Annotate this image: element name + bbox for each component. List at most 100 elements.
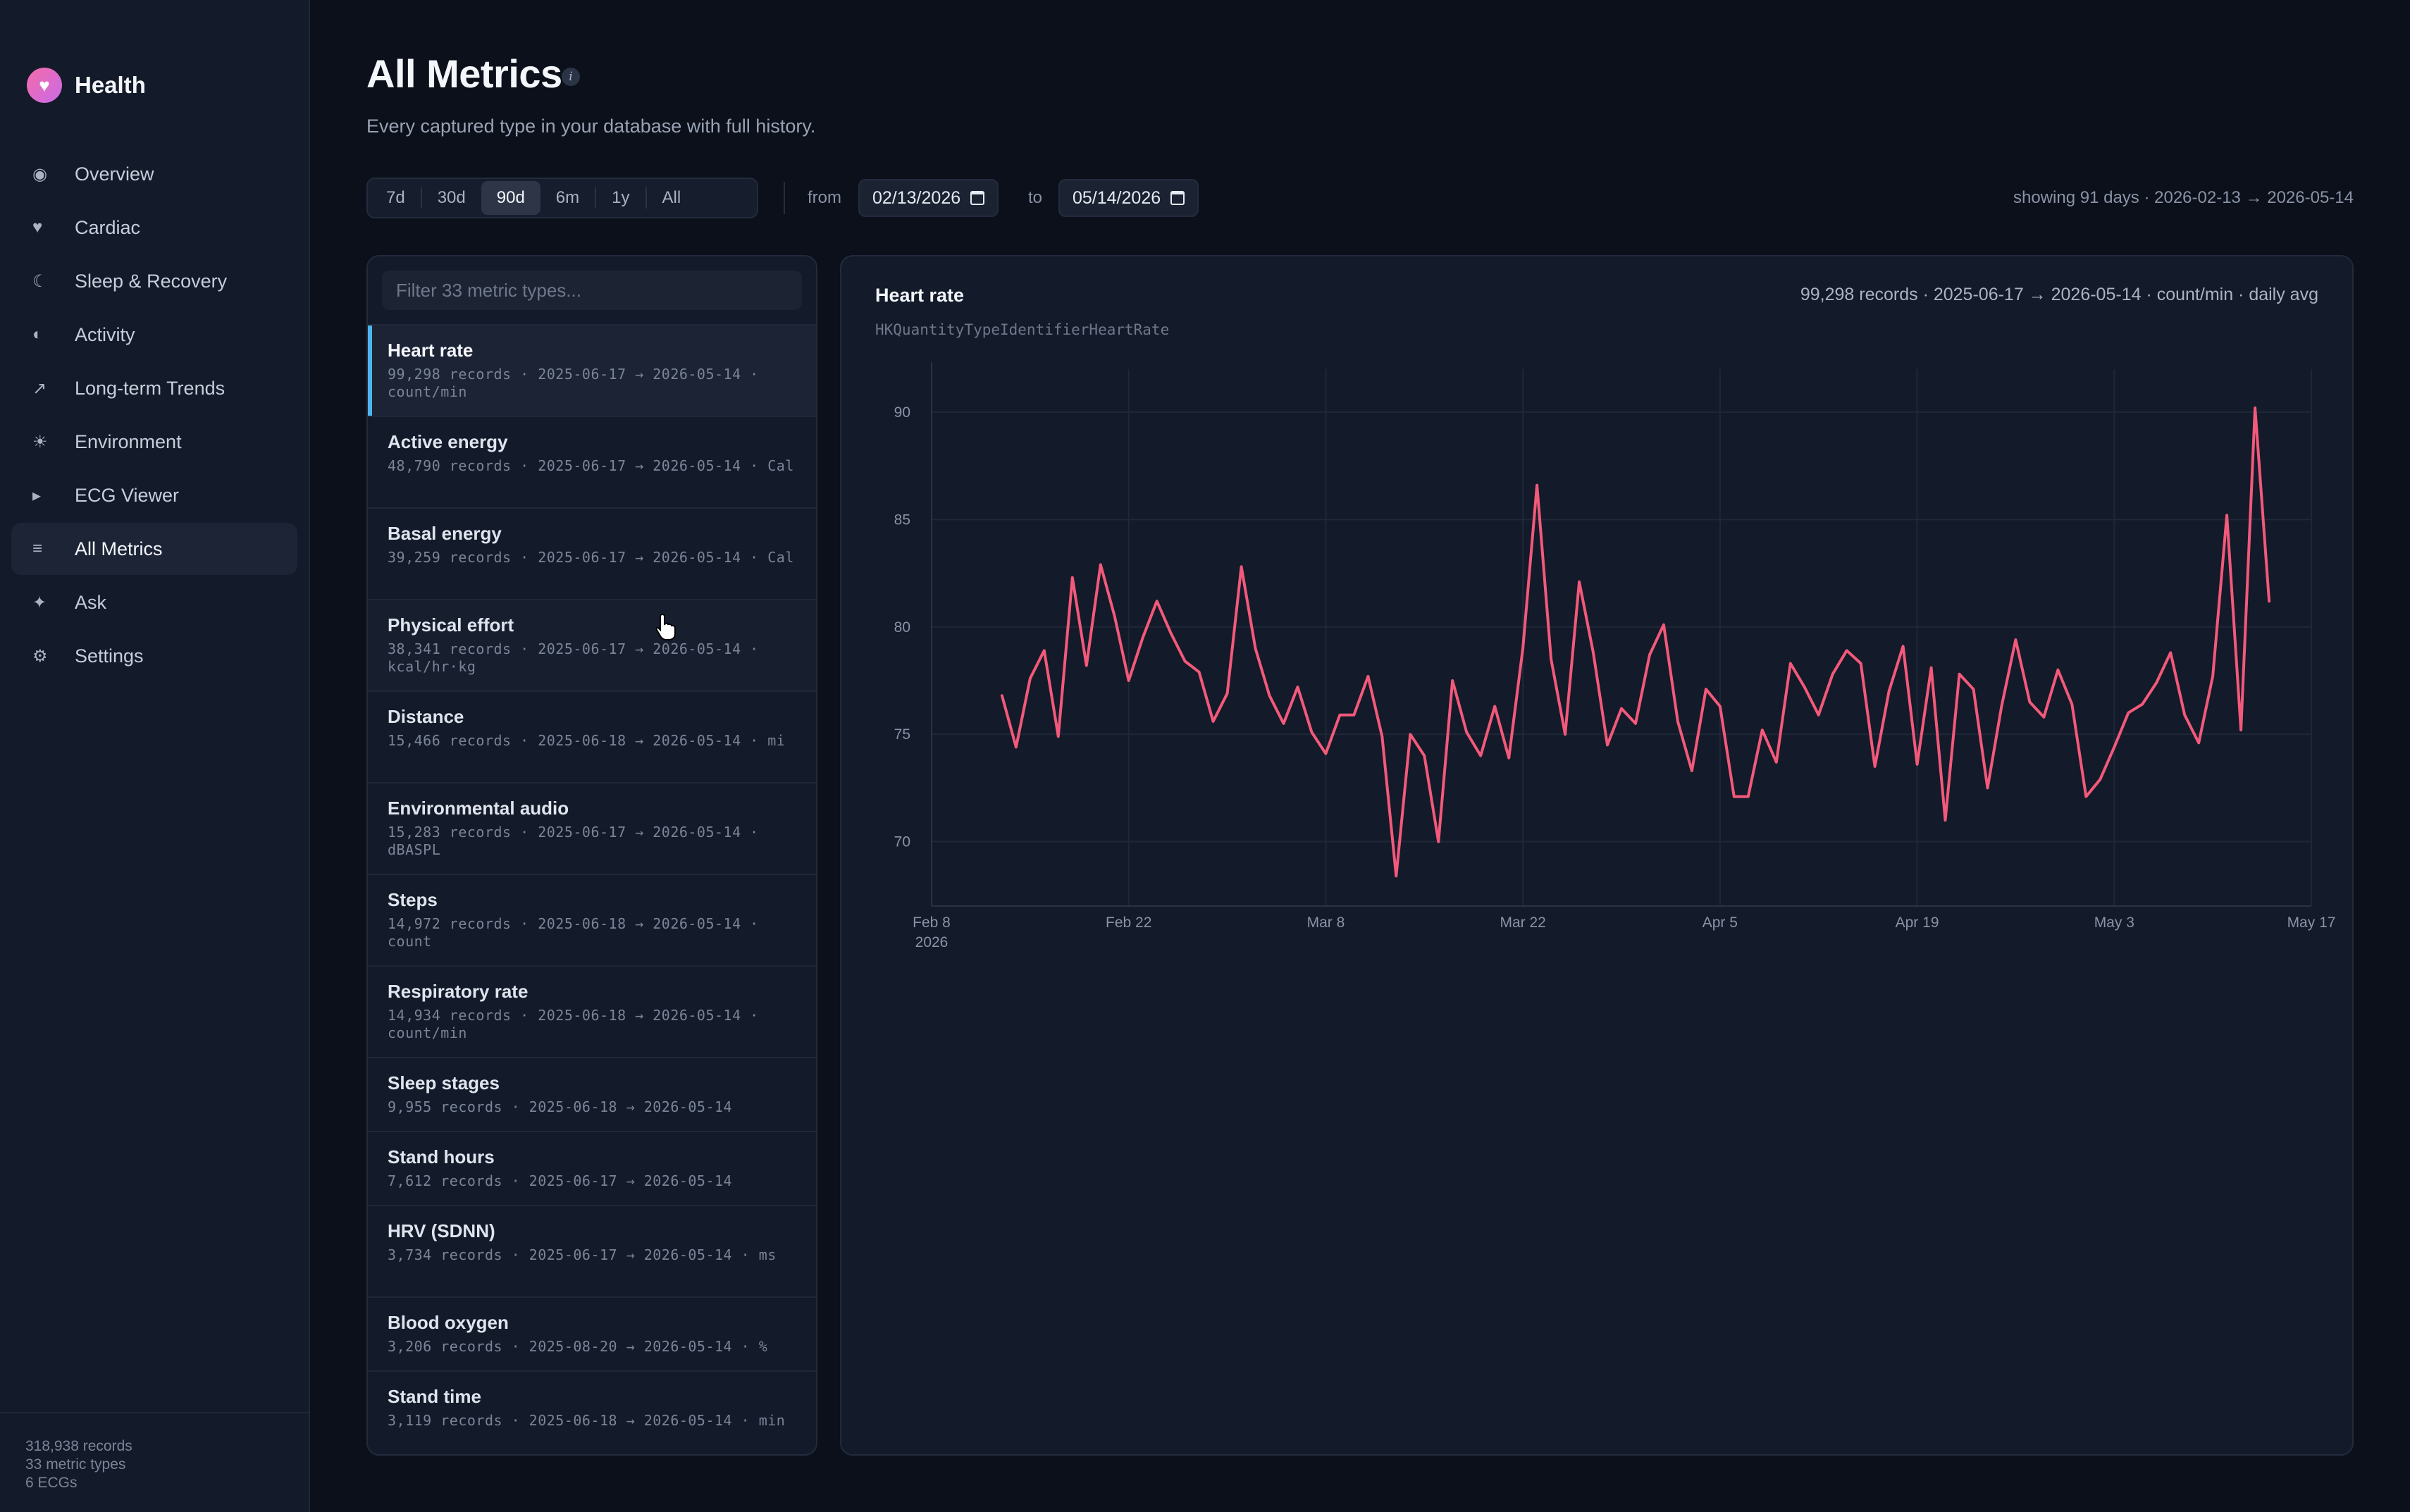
metric-name: Distance	[388, 706, 464, 727]
range-1y-button[interactable]: 1y	[612, 188, 630, 207]
metric-item-stand-hours[interactable]: Stand hours 7,612 records · 2025-06-17 →…	[368, 1131, 816, 1205]
metric-name: Environmental audio	[388, 798, 569, 819]
metric-item-physical-effort[interactable]: Physical effort 38,341 records · 2025-06…	[368, 599, 816, 690]
metric-name: Sleep stages	[388, 1072, 500, 1093]
sidebar-item-all-metrics[interactable]: ≡ All Metrics	[11, 523, 297, 575]
metric-filter-input[interactable]: Filter 33 metric types...	[382, 271, 802, 310]
heart-rate-series-line	[1000, 406, 2271, 878]
metric-meta: 3,206 records · 2025-08-20 → 2026-05-14 …	[388, 1338, 768, 1355]
sidebar-item-overview[interactable]: ◉ Overview	[11, 148, 297, 200]
metric-name: Steps	[388, 889, 438, 910]
play-icon: ▸	[32, 485, 42, 505]
sidebar-item-label: Overview	[75, 163, 154, 185]
sidebar-item-label: Ask	[75, 591, 107, 613]
x-tick-sublabel: 2026	[915, 934, 948, 950]
showing-range-text: showing 91 days · 2026-02-13 → 2026-05-1…	[2013, 188, 2354, 207]
chart-meta: 99,298 records · 2025-06-17 → 2026-05-14…	[1800, 285, 2318, 304]
divider	[420, 187, 422, 209]
metric-meta: 9,955 records · 2025-06-18 → 2026-05-14	[388, 1098, 733, 1115]
range-90d-button[interactable]: 90d	[481, 181, 540, 215]
x-tick-label: Feb 8	[913, 915, 951, 931]
metric-name: HRV (SDNN)	[388, 1220, 495, 1241]
calendar-icon[interactable]	[1170, 191, 1185, 205]
range-7d-button[interactable]: 7d	[386, 188, 405, 207]
ecg-count: 6 ECGs	[25, 1475, 78, 1491]
metric-name: Basal energy	[388, 523, 502, 544]
app-name: Health	[75, 72, 146, 98]
sun-icon: ☀	[32, 432, 48, 452]
x-tick-label: May 3	[2094, 915, 2134, 931]
sidebar-item-label: Cardiac	[75, 216, 141, 238]
metric-meta: 15,283 records · 2025-06-17 → 2026-05-14…	[388, 824, 759, 858]
x-tick-label: May 17	[2287, 915, 2336, 931]
metric-item-environmental-audio[interactable]: Environmental audio 15,283 records · 202…	[368, 782, 816, 874]
sidebar-item-long-term-trends[interactable]: ↗ Long-term Trends	[11, 362, 297, 414]
x-tick-label: Apr 5	[1703, 915, 1738, 931]
metric-item-steps[interactable]: Steps 14,972 records · 2025-06-18 → 2026…	[368, 874, 816, 965]
divider	[595, 187, 597, 209]
metric-item-sleep-stages[interactable]: Sleep stages 9,955 records · 2025-06-18 …	[368, 1057, 816, 1131]
metric-item-active-energy[interactable]: Active energy 48,790 records · 2025-06-1…	[368, 416, 816, 507]
metric-item-stand-time[interactable]: Stand time 3,119 records · 2025-06-18 → …	[368, 1370, 816, 1454]
metric-item-distance[interactable]: Distance 15,466 records · 2025-06-18 → 2…	[368, 690, 816, 782]
brand[interactable]: ♥ Health	[27, 68, 146, 103]
metric-item-heart-rate[interactable]: Heart rate 99,298 records · 2025-06-17 →…	[368, 324, 816, 416]
metric-meta: 38,341 records · 2025-06-17 → 2026-05-14…	[388, 640, 759, 675]
from-date-input[interactable]: 02/13/2026	[858, 179, 999, 217]
x-tick-label: Mar 8	[1307, 915, 1345, 931]
y-tick-label: 85	[894, 512, 910, 528]
to-label: to	[1028, 188, 1043, 207]
sidebar-nav: ◉ Overview ♥ Cardiac ☾ Sleep & Recovery …	[11, 148, 297, 683]
metric-name: Heart rate	[388, 340, 474, 361]
metric-name: Stand hours	[388, 1146, 495, 1167]
sidebar-item-label: Settings	[75, 645, 144, 667]
sidebar-item-label: Long-term Trends	[75, 377, 225, 399]
hand-cursor-icon	[655, 613, 676, 640]
range-selector: 7d 30d 90d 6m 1y All	[366, 178, 758, 218]
gear-icon: ⚙	[32, 646, 48, 666]
moon-icon: ☾	[32, 271, 48, 291]
heart-icon: ♥	[27, 68, 62, 103]
metric-meta: 14,972 records · 2025-06-18 → 2026-05-14…	[388, 915, 759, 950]
range-all-button[interactable]: All	[662, 188, 681, 207]
metric-name: Respiratory rate	[388, 981, 529, 1002]
y-tick-label: 70	[894, 834, 910, 850]
sidebar-item-sleep-recovery[interactable]: ☾ Sleep & Recovery	[11, 255, 297, 307]
metric-meta: 3,119 records · 2025-06-18 → 2026-05-14 …	[388, 1412, 786, 1429]
half-circle-icon: ◐	[32, 325, 43, 344]
heart-icon: ♥	[32, 218, 43, 237]
x-tick-label: Feb 22	[1106, 915, 1151, 931]
from-date-value: 02/13/2026	[872, 187, 961, 208]
metric-meta: 15,466 records · 2025-06-18 → 2026-05-14…	[388, 732, 786, 749]
page-subtitle: Every captured type in your database wit…	[366, 116, 816, 137]
info-icon[interactable]: i	[562, 68, 580, 86]
metric-name: Active energy	[388, 431, 508, 452]
metric-name: Blood oxygen	[388, 1312, 509, 1333]
arrow-up-right-icon: ↗	[32, 378, 47, 398]
sidebar-item-activity[interactable]: ◐ Activity	[11, 309, 297, 361]
sidebar-item-settings[interactable]: ⚙ Settings	[11, 630, 297, 682]
calendar-icon[interactable]	[970, 191, 985, 205]
metric-item-basal-energy[interactable]: Basal energy 39,259 records · 2025-06-17…	[368, 507, 816, 599]
sidebar-item-ecg-viewer[interactable]: ▸ ECG Viewer	[11, 469, 297, 521]
metric-item-hrv-sdnn[interactable]: HRV (SDNN) 3,734 records · 2025-06-17 → …	[368, 1205, 816, 1296]
sidebar-item-label: Activity	[75, 323, 135, 345]
y-tick-label: 75	[894, 726, 910, 743]
page-title: All Metrics	[366, 51, 562, 96]
metric-meta: 99,298 records · 2025-06-17 → 2026-05-14…	[388, 366, 759, 400]
sidebar-item-cardiac[interactable]: ♥ Cardiac	[11, 202, 297, 254]
range-6m-button[interactable]: 6m	[555, 188, 580, 207]
y-tick-label: 80	[894, 619, 910, 636]
heart-rate-chart[interactable]: 70 75 80 85 90 Feb 8 2026 Feb 22 Mar 8 Mar 22 Apr …	[841, 256, 2352, 961]
metric-meta: 48,790 records · 2025-06-17 → 2026-05-14…	[388, 457, 794, 474]
sidebar-item-ask[interactable]: ✦ Ask	[11, 576, 297, 628]
list-icon: ≡	[32, 539, 43, 558]
range-30d-button[interactable]: 30d	[437, 188, 466, 207]
chart-title: Heart rate	[875, 285, 965, 306]
metric-item-respiratory-rate[interactable]: Respiratory rate 14,934 records · 2025-0…	[368, 965, 816, 1057]
sidebar-item-environment[interactable]: ☀ Environment	[11, 416, 297, 468]
divider	[784, 182, 785, 214]
to-date-value: 05/14/2026	[1073, 187, 1161, 208]
metric-item-blood-oxygen[interactable]: Blood oxygen 3,206 records · 2025-08-20 …	[368, 1296, 816, 1370]
to-date-input[interactable]: 05/14/2026	[1058, 179, 1199, 217]
